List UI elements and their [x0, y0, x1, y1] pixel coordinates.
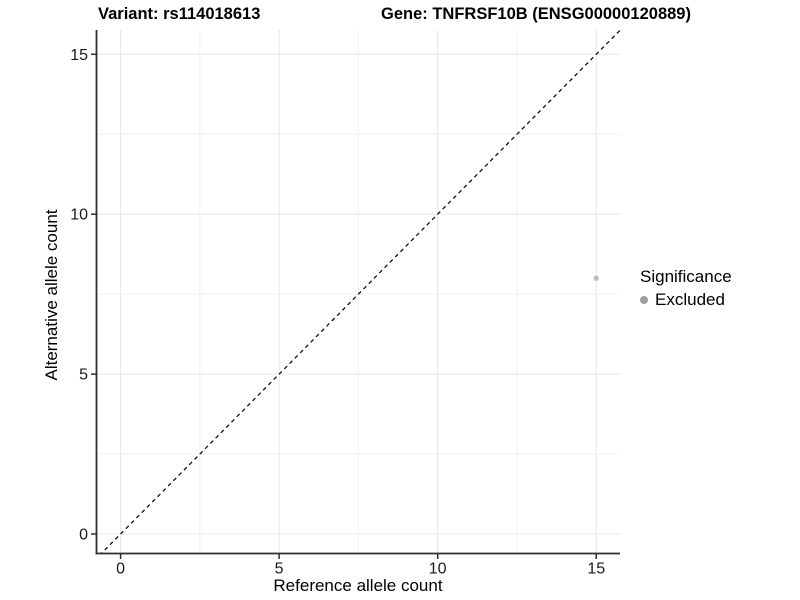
- legend: Significance Excluded: [640, 267, 732, 310]
- x-axis-title: Reference allele count: [273, 576, 443, 595]
- plot-title-gene: Gene: TNFRSF10B (ENSG00000120889): [381, 5, 691, 23]
- y-tick-label: 0: [79, 526, 88, 543]
- y-tick-label: 15: [70, 47, 88, 64]
- identity-dashed-line: [100, 30, 620, 554]
- data-point: [593, 275, 599, 281]
- x-tick-label: 10: [429, 561, 447, 578]
- plot-title-variant: Variant: rs114018613: [98, 5, 261, 23]
- y-tick-label: 10: [70, 207, 88, 224]
- y-axis-title: Alternative allele count: [42, 209, 61, 381]
- x-tick-label: 0: [116, 561, 125, 578]
- x-tick-label: 15: [587, 561, 605, 578]
- legend-item-label: Excluded: [655, 290, 725, 309]
- legend-title: Significance: [640, 267, 732, 286]
- y-tick-label: 5: [79, 367, 88, 384]
- x-tick-label: 5: [275, 561, 284, 578]
- legend-point-icon: [640, 296, 648, 304]
- legend-item-excluded: Excluded: [640, 290, 732, 310]
